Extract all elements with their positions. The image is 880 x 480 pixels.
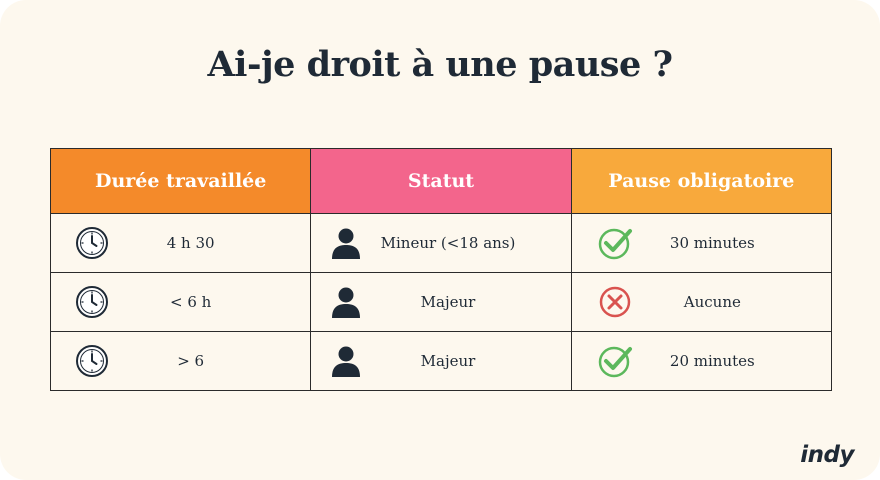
- table-row: 4 h 30 Mineur (<18 ans): [49, 213, 833, 273]
- check-icon: [596, 342, 634, 380]
- clock-icon: [73, 342, 111, 380]
- cell-statut: Mineur (<18 ans): [310, 213, 572, 273]
- person-icon: [327, 224, 365, 262]
- clock-icon: [73, 283, 111, 321]
- page-title: Ai-je droit à une pause ?: [207, 44, 673, 85]
- pause-value: 30 minutes: [669, 234, 755, 252]
- check-icon: [596, 224, 634, 262]
- cell-duree: 4 h 30: [49, 213, 312, 273]
- person-icon: [327, 283, 365, 321]
- cell-duree: < 6 h: [49, 272, 312, 332]
- duree-value: < 6 h: [170, 293, 212, 311]
- pause-value: Aucune: [683, 293, 741, 311]
- header-duree: Durée travaillée: [49, 148, 312, 214]
- cell-duree: > 6: [49, 331, 312, 391]
- table-header-row: Durée travaillée Statut Pause obligatoir…: [49, 148, 833, 214]
- table-row: > 6 Majeur 20: [49, 331, 833, 391]
- statut-value: Mineur (<18 ans): [380, 234, 516, 252]
- cell-statut: Majeur: [310, 272, 572, 332]
- table-row: < 6 h Majeur A: [49, 272, 833, 332]
- cross-icon: [596, 283, 634, 321]
- duree-value: 4 h 30: [166, 234, 215, 252]
- statut-value: Majeur: [420, 293, 476, 311]
- pause-value: 20 minutes: [669, 352, 755, 370]
- header-pause: Pause obligatoire: [570, 148, 833, 214]
- duree-value: > 6: [177, 352, 205, 370]
- cell-pause: 30 minutes: [570, 213, 833, 273]
- cell-pause: 20 minutes: [570, 331, 833, 391]
- statut-value: Majeur: [420, 352, 476, 370]
- cell-pause: Aucune: [570, 272, 833, 332]
- indy-logo: indy: [800, 442, 854, 468]
- person-icon: [327, 342, 365, 380]
- header-statut: Statut: [310, 148, 572, 214]
- pause-table: Durée travaillée Statut Pause obligatoir…: [49, 148, 833, 391]
- cell-statut: Majeur: [310, 331, 572, 391]
- clock-icon: [73, 224, 111, 262]
